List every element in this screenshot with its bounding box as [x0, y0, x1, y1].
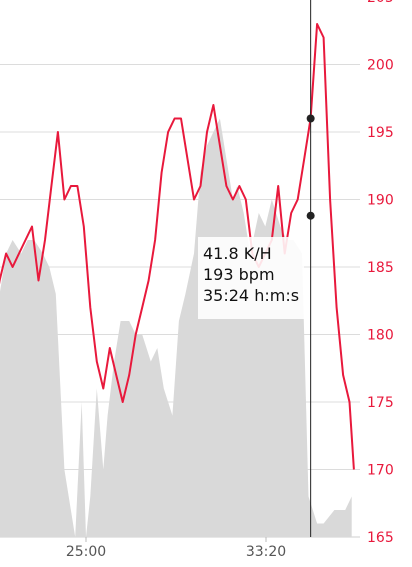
cursor-dot-speed	[306, 211, 315, 220]
x-tick-label: 33:20	[246, 544, 286, 560]
y-tick-label: 185	[367, 260, 394, 276]
y-tick-label: 190	[367, 193, 394, 209]
cursor-dot-heart-rate	[306, 114, 315, 123]
x-axis-ticks: 25:00 33:20	[66, 537, 286, 560]
y-tick-label: 170	[367, 463, 394, 479]
tooltip-heart-rate: 193 bpm	[203, 265, 275, 284]
tooltip-speed: 41.8 K/H	[203, 244, 272, 263]
y-tick-label: 200	[367, 58, 394, 74]
heart-rate-line	[0, 23, 355, 470]
x-tick-label: 25:00	[66, 544, 106, 560]
tooltip-time: 35:24 h:m:s	[203, 286, 300, 305]
y-tick-label: 165	[367, 530, 394, 546]
y-tick-label: 180	[367, 328, 394, 344]
tooltip: 41.8 K/H 193 bpm 35:24 h:m:s	[198, 237, 304, 319]
speed-area	[0, 118, 352, 537]
y-axis-ticks: 165 170 175 180 185 190 195 200 205	[367, 0, 394, 546]
y-tick-label: 205	[367, 0, 394, 6]
y-tick-label: 175	[367, 395, 394, 411]
y-tick-label: 195	[367, 125, 394, 141]
